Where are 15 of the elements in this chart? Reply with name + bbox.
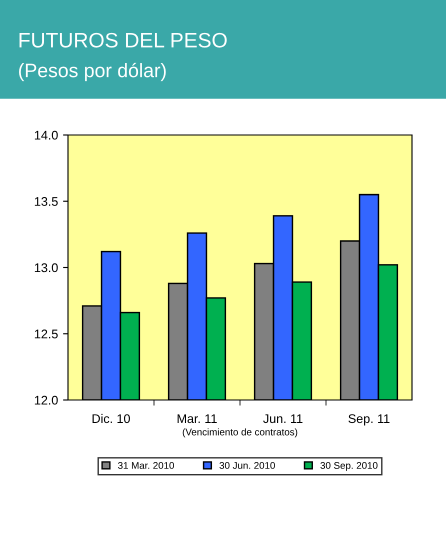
x-tick-label: Sep. 11	[348, 414, 390, 426]
chart-subtitle: (Pesos por dólar)	[19, 62, 166, 82]
x-tick-label: Jun. 11	[263, 414, 302, 424]
legend-label: 31 Mar. 2010	[118, 462, 174, 469]
x-tick-label: Dic. 10	[92, 414, 130, 424]
y-tick-label: 13.0	[34, 263, 58, 272]
y-tick-label: 12.5	[34, 330, 58, 338]
x-axis-title: (Vencimiento de contratos)	[182, 428, 298, 438]
y-tick-label: 14.0	[34, 130, 58, 140]
chart-title: FUTUROS DEL PESO	[20, 32, 227, 48]
legend-label: 30 Jun. 2010	[219, 462, 275, 469]
y-tick-label: 13.5	[34, 197, 58, 206]
legend-label: 30 Sep. 2010	[320, 462, 378, 471]
y-tick-label: 12.0	[34, 396, 58, 405]
x-tick-label: Mar. 11	[178, 414, 217, 424]
